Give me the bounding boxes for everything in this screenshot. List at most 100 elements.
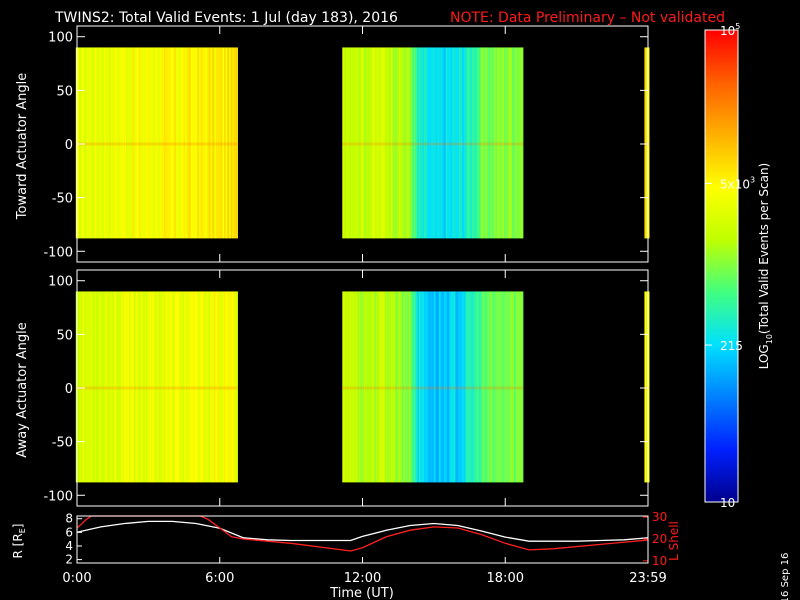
- heatmap-column: [343, 47, 346, 239]
- heatmap-column: [150, 47, 153, 239]
- heatmap-column: [104, 291, 107, 483]
- heatmap-column: [142, 291, 145, 483]
- heatmap-column: [413, 47, 416, 239]
- heatmap-column: [380, 291, 383, 483]
- heatmap-column: [229, 291, 231, 483]
- heatmap-column: [445, 47, 448, 239]
- heatmap-column: [109, 291, 112, 483]
- heatmap-column: [403, 47, 406, 239]
- heatmap-column: [422, 291, 425, 483]
- heatmap-column: [195, 47, 198, 239]
- heatmap-column: [209, 291, 212, 483]
- heatmap-column: [210, 291, 213, 483]
- heatmap-column: [460, 291, 463, 483]
- toward-panel: Toward Actuator Angle 100 50 0 -50 -100: [15, 25, 650, 263]
- heatmap-column: [372, 47, 375, 239]
- heatmap-column: [112, 47, 115, 239]
- heatmap-column: [212, 291, 215, 483]
- heatmap-column: [169, 291, 172, 483]
- xtick-label: 12:00: [344, 571, 381, 586]
- preliminary-note: NOTE: Data Preliminary – Not validated: [450, 10, 725, 26]
- heatmap-column: [87, 47, 90, 239]
- heatmap-column: [507, 47, 510, 239]
- orbit-left-ylabel-close: ]: [11, 524, 25, 529]
- heatmap-column: [360, 47, 363, 239]
- heatmap-column: [192, 47, 195, 239]
- ytick-label: -50: [52, 192, 73, 207]
- heatmap-column: [362, 47, 365, 239]
- heatmap-column: [222, 47, 225, 239]
- heatmap-column: [125, 291, 128, 483]
- heatmap-column: [187, 47, 190, 239]
- heatmap-column: [428, 291, 431, 483]
- heatmap-column: [94, 47, 97, 239]
- heatmap-column: [493, 291, 496, 483]
- heatmap-column: [462, 291, 465, 483]
- heatmap-column: [100, 47, 103, 239]
- heatmap-column: [162, 291, 165, 483]
- heatmap-column: [363, 47, 366, 239]
- heatmap-column: [347, 291, 350, 483]
- heatmap-column: [382, 291, 385, 483]
- heatmap-column: [385, 47, 388, 239]
- heatmap-column: [114, 291, 117, 483]
- heatmap-column: [137, 47, 140, 239]
- figure-title: TWINS2: Total Valid Events: 1 Jul (day 1…: [54, 10, 398, 26]
- heatmap-column: [510, 291, 513, 483]
- heatmap-column: [189, 291, 192, 483]
- heatmap-column: [395, 291, 398, 483]
- heatmap-column: [127, 47, 130, 239]
- heatmap-column: [420, 291, 423, 483]
- heatmap-column: [450, 291, 453, 483]
- heatmap-column: [405, 291, 408, 483]
- heatmap-column: [134, 47, 137, 239]
- heatmap-column: [195, 291, 198, 483]
- heatmap-column: [437, 291, 440, 483]
- heatmap-column: [447, 47, 450, 239]
- colorbar-tick-label: 5x103: [720, 175, 755, 191]
- heatmap-column: [412, 291, 415, 483]
- heatmap-column: [85, 47, 88, 239]
- ytick-label: 100: [48, 31, 73, 46]
- heatmap-column: [219, 47, 222, 239]
- heatmap-column: [495, 47, 498, 239]
- heatmap-column: [180, 47, 183, 239]
- heatmap-column: [438, 47, 441, 239]
- heatmap-column: [94, 291, 97, 483]
- heatmap-column: [219, 291, 222, 483]
- heatmap-column: [455, 47, 458, 239]
- heatmap-column: [412, 47, 415, 239]
- heatmap-column: [492, 291, 495, 483]
- heatmap-column: [200, 291, 203, 483]
- heatmap-column: [508, 291, 511, 483]
- heatmap-column: [647, 291, 650, 483]
- orbit-frame: [76, 515, 649, 564]
- heatmap-column: [119, 291, 122, 483]
- heatmap-column: [485, 47, 488, 239]
- heatmap-column: [105, 47, 108, 239]
- heatmap-column: [120, 291, 123, 483]
- heatmap-column: [415, 291, 418, 483]
- heatmap-column: [503, 47, 506, 239]
- heatmap-column: [227, 47, 230, 239]
- heatmap-column: [468, 47, 471, 239]
- heatmap-column: [145, 291, 148, 483]
- heatmap-column: [482, 291, 485, 483]
- heatmap-column: [358, 291, 361, 483]
- heatmap-column: [435, 47, 438, 239]
- heatmap-column: [175, 291, 178, 483]
- heatmap-column: [443, 47, 446, 239]
- heatmap-column: [348, 291, 351, 483]
- heatmap-column: [162, 47, 165, 239]
- heatmap-column: [437, 47, 440, 239]
- heatmap-column: [493, 47, 496, 239]
- heatmap-column: [132, 47, 135, 239]
- heatmap-column: [185, 291, 188, 483]
- orbit-ytick-label-right: 30: [652, 510, 667, 524]
- heatmap-column: [147, 291, 150, 483]
- heatmap-column: [362, 291, 365, 483]
- heatmap-column: [174, 291, 177, 483]
- heatmap-column: [357, 291, 360, 483]
